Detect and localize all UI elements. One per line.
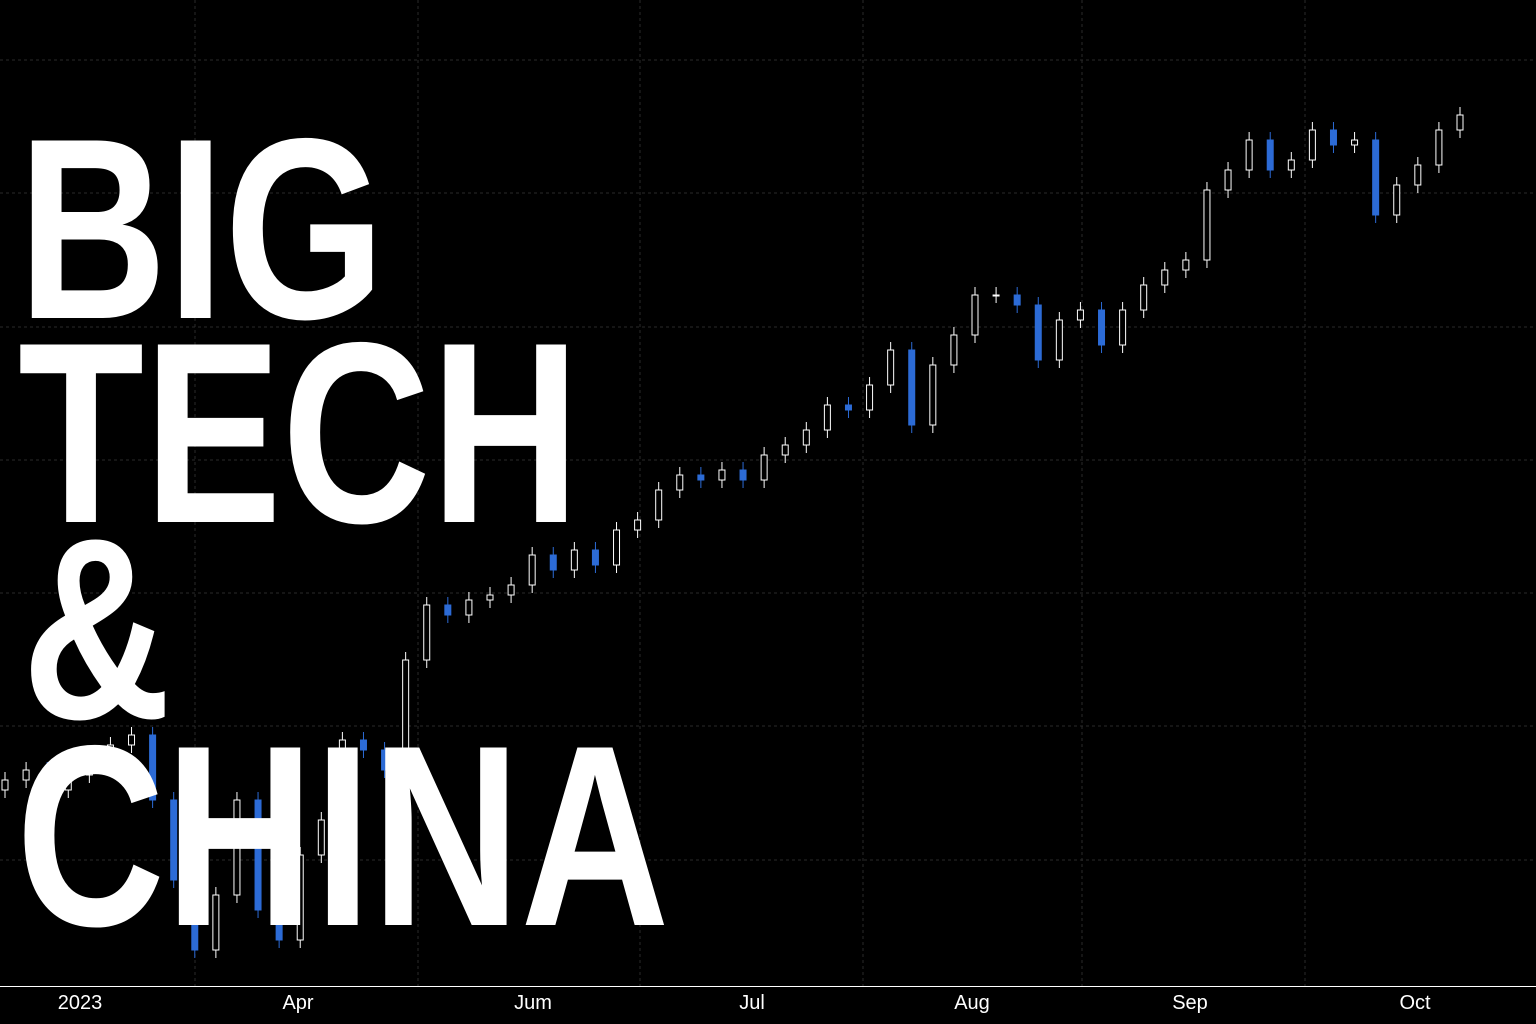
candle-body xyxy=(1203,189,1211,261)
candle-body xyxy=(1034,304,1042,361)
title-line: CHINA xyxy=(16,692,670,980)
candle-body xyxy=(85,759,93,776)
candle-body xyxy=(992,294,1000,297)
x-label: Jul xyxy=(739,992,765,1014)
candle-body xyxy=(106,744,114,761)
candle-body xyxy=(613,529,621,566)
candle-body xyxy=(43,769,51,791)
candle-body xyxy=(1076,309,1084,321)
candle-body xyxy=(317,819,325,856)
candle-body xyxy=(359,739,367,751)
candle-body xyxy=(1435,129,1443,166)
candle-body xyxy=(1414,164,1422,186)
title-line: & xyxy=(22,485,171,773)
candle-body xyxy=(254,799,262,911)
x-label: 2023 xyxy=(58,992,103,1014)
candle-body xyxy=(170,799,178,881)
candle-body xyxy=(950,334,958,366)
candle-body xyxy=(718,469,726,481)
candle-body xyxy=(486,594,494,601)
candle-body xyxy=(823,404,831,431)
candle-body xyxy=(1119,309,1127,346)
candle-body xyxy=(528,554,536,586)
candle-body xyxy=(1287,159,1295,171)
x-label: Jum xyxy=(514,992,552,1014)
candle-body xyxy=(402,659,410,771)
candle-body xyxy=(296,854,304,941)
candle-body xyxy=(1351,139,1359,146)
candle-body xyxy=(929,364,937,426)
candle-body xyxy=(444,604,452,616)
candle-body xyxy=(338,739,346,821)
candle-body xyxy=(1329,129,1337,146)
grid xyxy=(0,0,1536,986)
x-label: Sep xyxy=(1172,992,1208,1014)
candle-body xyxy=(1308,129,1316,161)
candle-body xyxy=(549,554,557,571)
candle-body xyxy=(802,429,810,446)
candle-body xyxy=(1245,139,1253,171)
title-line: TECH xyxy=(18,289,580,577)
x-label: Oct xyxy=(1399,992,1431,1014)
candle-body xyxy=(1182,259,1190,271)
candle-body xyxy=(1140,284,1148,311)
candle-body xyxy=(275,909,283,941)
candle-body xyxy=(1,779,9,791)
candle-body xyxy=(1456,114,1464,131)
candle-body xyxy=(760,454,768,481)
candle-body xyxy=(64,774,72,791)
candles xyxy=(1,107,1464,958)
candle-body xyxy=(381,749,389,771)
candle-body xyxy=(844,404,852,411)
candle-body xyxy=(781,444,789,456)
candle-body xyxy=(1013,294,1021,306)
candle-body xyxy=(423,604,431,661)
candle-body xyxy=(655,489,663,521)
candle-body xyxy=(233,799,241,896)
candle-body xyxy=(191,879,199,951)
candle-body xyxy=(570,549,578,571)
candle-body xyxy=(887,349,895,386)
candle-body xyxy=(149,734,157,801)
candle-body xyxy=(128,734,136,746)
x-labels: 2023 Apr Jum Jul Aug Sep Oct xyxy=(58,992,1431,1014)
candle-body xyxy=(676,474,684,491)
title-line: BIG xyxy=(18,85,385,373)
candle-body xyxy=(1266,139,1274,171)
candle-body xyxy=(591,549,599,566)
x-label: Aug xyxy=(954,992,990,1014)
candle-body xyxy=(634,519,642,531)
candle-body xyxy=(908,349,916,426)
x-label: Apr xyxy=(282,992,313,1014)
candle-body xyxy=(465,599,473,616)
candle-body xyxy=(866,384,874,411)
candle-body xyxy=(1055,319,1063,361)
candle-body xyxy=(1393,184,1401,216)
candle-body xyxy=(697,474,705,481)
candle-body xyxy=(1161,269,1169,286)
candle-body xyxy=(971,294,979,336)
candle-body xyxy=(739,469,747,481)
candle-body xyxy=(22,769,30,781)
candle-body xyxy=(212,894,220,951)
candle-body xyxy=(1224,169,1232,191)
candle-body xyxy=(1372,139,1380,216)
candle-body xyxy=(1098,309,1106,346)
candle-body xyxy=(507,584,515,596)
